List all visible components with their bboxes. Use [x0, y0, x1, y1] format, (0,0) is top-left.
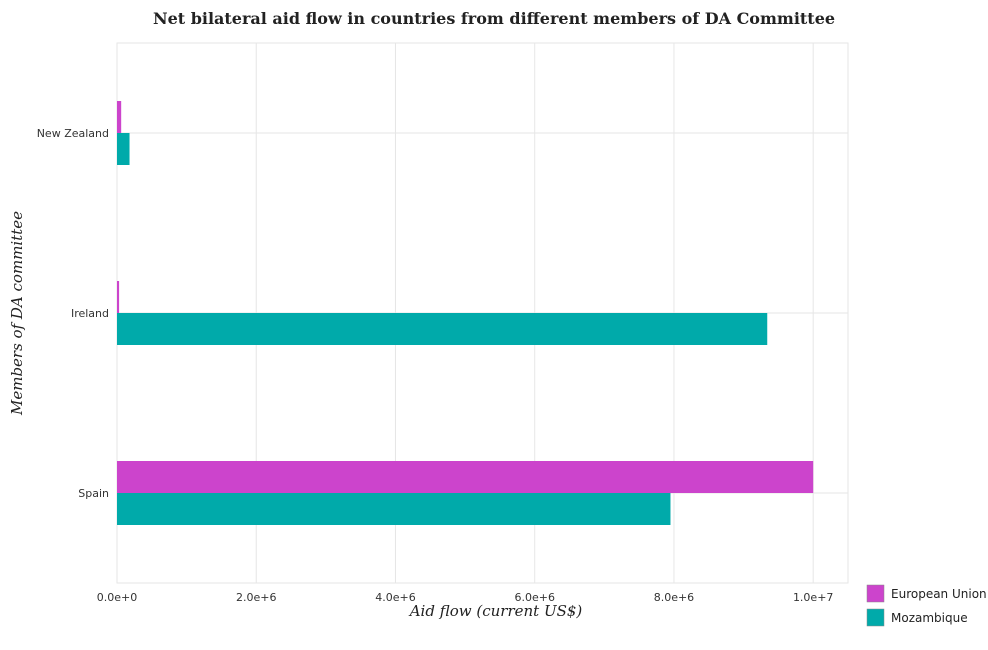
chart-title: Net bilateral aid flow in countries from…	[153, 9, 835, 28]
x-tick-label: 1.0e+7	[793, 591, 833, 604]
y-tick-label: Ireland	[71, 307, 109, 320]
ticks: 0.0e+0 2.0e+6 4.0e+6 6.0e+6 8.0e+6 1.0e+7 New …	[37, 127, 834, 604]
x-axis-label: Aid flow (current US$)	[408, 602, 583, 620]
legend-label: Mozambique	[891, 611, 968, 625]
x-tick-label: 8.0e+6	[654, 591, 694, 604]
bar-mozambique	[117, 133, 130, 165]
bar-european-union	[117, 461, 814, 493]
legend-swatch	[866, 584, 885, 603]
x-tick-label: 2.0e+6	[236, 591, 276, 604]
bar-european-union	[117, 281, 120, 313]
bar-mozambique	[117, 313, 768, 345]
legend-label: European Union	[891, 587, 987, 601]
y-axis-label: Members of DA committee	[8, 211, 26, 416]
x-tick-label: 0.0e+0	[97, 591, 137, 604]
y-tick-label: Spain	[78, 487, 109, 500]
bars	[117, 101, 814, 525]
bar-european-union	[117, 101, 122, 133]
x-tick-label: 6.0e+6	[514, 591, 554, 604]
y-tick-label: New Zealand	[37, 127, 109, 140]
bar-mozambique	[117, 493, 671, 525]
legend-swatch	[866, 608, 885, 627]
legend: European Union Mozambique	[866, 584, 987, 627]
x-tick-label: 4.0e+6	[375, 591, 415, 604]
